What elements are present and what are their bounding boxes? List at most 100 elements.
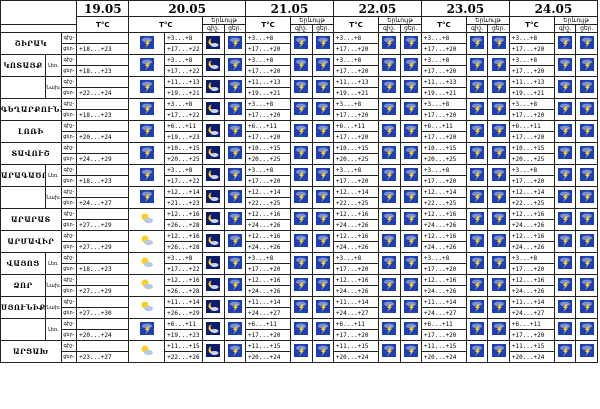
temp-day: +17...+20 (420, 175, 468, 187)
phenomena-header: Երևույթ (202, 16, 246, 25)
night-icon (202, 186, 225, 209)
storm-icon (554, 32, 577, 55)
region-row: ԳԵՂԱՐՔՈՒՆԻՔգիշ- +3...+8 +3...+8 +3...+8 +3..… (0, 98, 598, 121)
storm-icon (487, 274, 510, 297)
temp-night: +12...+14 (332, 186, 380, 198)
temp-day: +24...+27 (76, 197, 130, 209)
storm-icon (466, 186, 489, 209)
region-name (0, 186, 47, 209)
temp-day: +20...+25 (420, 153, 468, 165)
phenomena-header: Երևույթ (466, 16, 510, 25)
temp-day: +22...+25 (332, 197, 380, 209)
storm-icon (378, 296, 401, 319)
temp-night: +12...+16 (420, 208, 468, 220)
storm-icon (378, 142, 401, 165)
storm-icon (554, 186, 577, 209)
storm-icon (575, 76, 598, 99)
temp-night: +11...+14 (332, 296, 380, 308)
temp-day: +17...+20 (420, 263, 468, 275)
temp-night: +11...+13 (508, 76, 556, 88)
storm-icon (487, 252, 510, 275)
temp-night: +3...+8 (164, 32, 204, 44)
storm-icon (290, 252, 313, 275)
storm-icon (554, 296, 577, 319)
storm-icon (290, 32, 313, 55)
storm-icon (487, 76, 510, 99)
storm-icon (311, 54, 334, 77)
storm-icon (378, 208, 401, 231)
storm-icon (466, 208, 489, 231)
storm-icon (223, 76, 246, 99)
region-name: ՁՈՐ (0, 274, 47, 297)
storm-icon (378, 230, 401, 253)
temp-night: +3...+8 (244, 98, 292, 110)
region-row: ՇԻՐԱԿ գիշ- +3...+8 +3...+8 +3...+8 +3...+8 +3.… (0, 32, 598, 55)
storm-icon (466, 274, 489, 297)
day-header: ցեր. (575, 24, 598, 33)
temp-night: +3...+8 (332, 252, 380, 264)
storm-icon (554, 274, 577, 297)
temp-night (76, 54, 130, 66)
storm-icon (487, 208, 510, 231)
storm-icon (311, 186, 334, 209)
temp-day: +20...+24 (76, 329, 130, 341)
temp-day: +19...+21 (508, 87, 556, 99)
storm-icon (223, 296, 246, 319)
region-row: ԱՐՑԱԽ գիշ- +11...+15 +11...+15 +11...+15 +11.… (0, 340, 598, 363)
storm-icon (466, 54, 489, 77)
storm-icon (554, 164, 577, 187)
temp-night: +10...+15 (420, 142, 468, 154)
date-cell: 19.05 (76, 0, 130, 17)
temp-night (76, 230, 130, 242)
temp-day: +17...+22 (164, 175, 204, 187)
storm-icon (223, 120, 246, 143)
temp-day: +24...+26 (332, 285, 380, 297)
date-cell: 22.05 (332, 0, 422, 17)
temp-day: +24...+26 (244, 241, 292, 253)
temp-night: +11...+15 (244, 340, 292, 352)
storm-icon (554, 318, 577, 341)
temp-night: +12...+16 (244, 230, 292, 242)
temp-night (76, 120, 130, 132)
temp-day: +22...+25 (244, 197, 292, 209)
storm-icon (223, 186, 246, 209)
temp-header: T°C (420, 16, 468, 33)
storm-icon (487, 296, 510, 319)
night-label: գիշ- (60, 76, 78, 88)
storm-icon (466, 32, 489, 55)
temp-header: T°C (332, 16, 380, 33)
day-label: ցեր- (60, 219, 78, 231)
region-row: ցեր- +24...+27 +21...+23 +22...+25 +22...+25… (1, 197, 598, 209)
temp-night: +3...+8 (508, 54, 556, 66)
temp-night: +12...+14 (420, 186, 468, 198)
night-label: գիշ- (60, 318, 78, 330)
storm-icon (311, 208, 334, 231)
storm-icon (554, 252, 577, 275)
temp-day: +21...+23 (164, 197, 204, 209)
region-row: ՏԱՎՈՒՇ գիշ- +10...+15 +10...+15 +10...+15 +10… (0, 142, 598, 165)
temp-day: +17...+20 (420, 43, 468, 55)
storm-icon (378, 340, 401, 363)
night-icon (202, 296, 225, 319)
region-row: ցեր- +18...+23 +17...+22 +17...+20 +17...+20… (1, 109, 598, 121)
day-header: ցեր. (399, 24, 422, 33)
day-label: ցեր- (60, 175, 78, 187)
storm-icon (399, 296, 422, 319)
temp-night: +11...+13 (332, 76, 380, 88)
storm-icon (399, 186, 422, 209)
temp-day: +20...+25 (332, 153, 380, 165)
temp-day: +17...+20 (244, 65, 292, 77)
night-icon (202, 76, 225, 99)
temp-day: +17...+20 (332, 65, 380, 77)
temp-night: +12...+14 (508, 186, 556, 198)
storm-icon (487, 98, 510, 121)
storm-icon (466, 142, 489, 165)
night-header: գիշ. (290, 24, 313, 33)
storm-icon (554, 120, 577, 143)
temp-day: +20...+24 (76, 131, 130, 143)
day-label: ցեր- (60, 197, 78, 209)
region-row: ցեր- +22...+24 +19...+21 +19...+21 +19...+21… (1, 87, 598, 99)
storm-icon (399, 54, 422, 77)
temp-night: +12...+14 (244, 186, 292, 198)
storm-icon (399, 340, 422, 363)
